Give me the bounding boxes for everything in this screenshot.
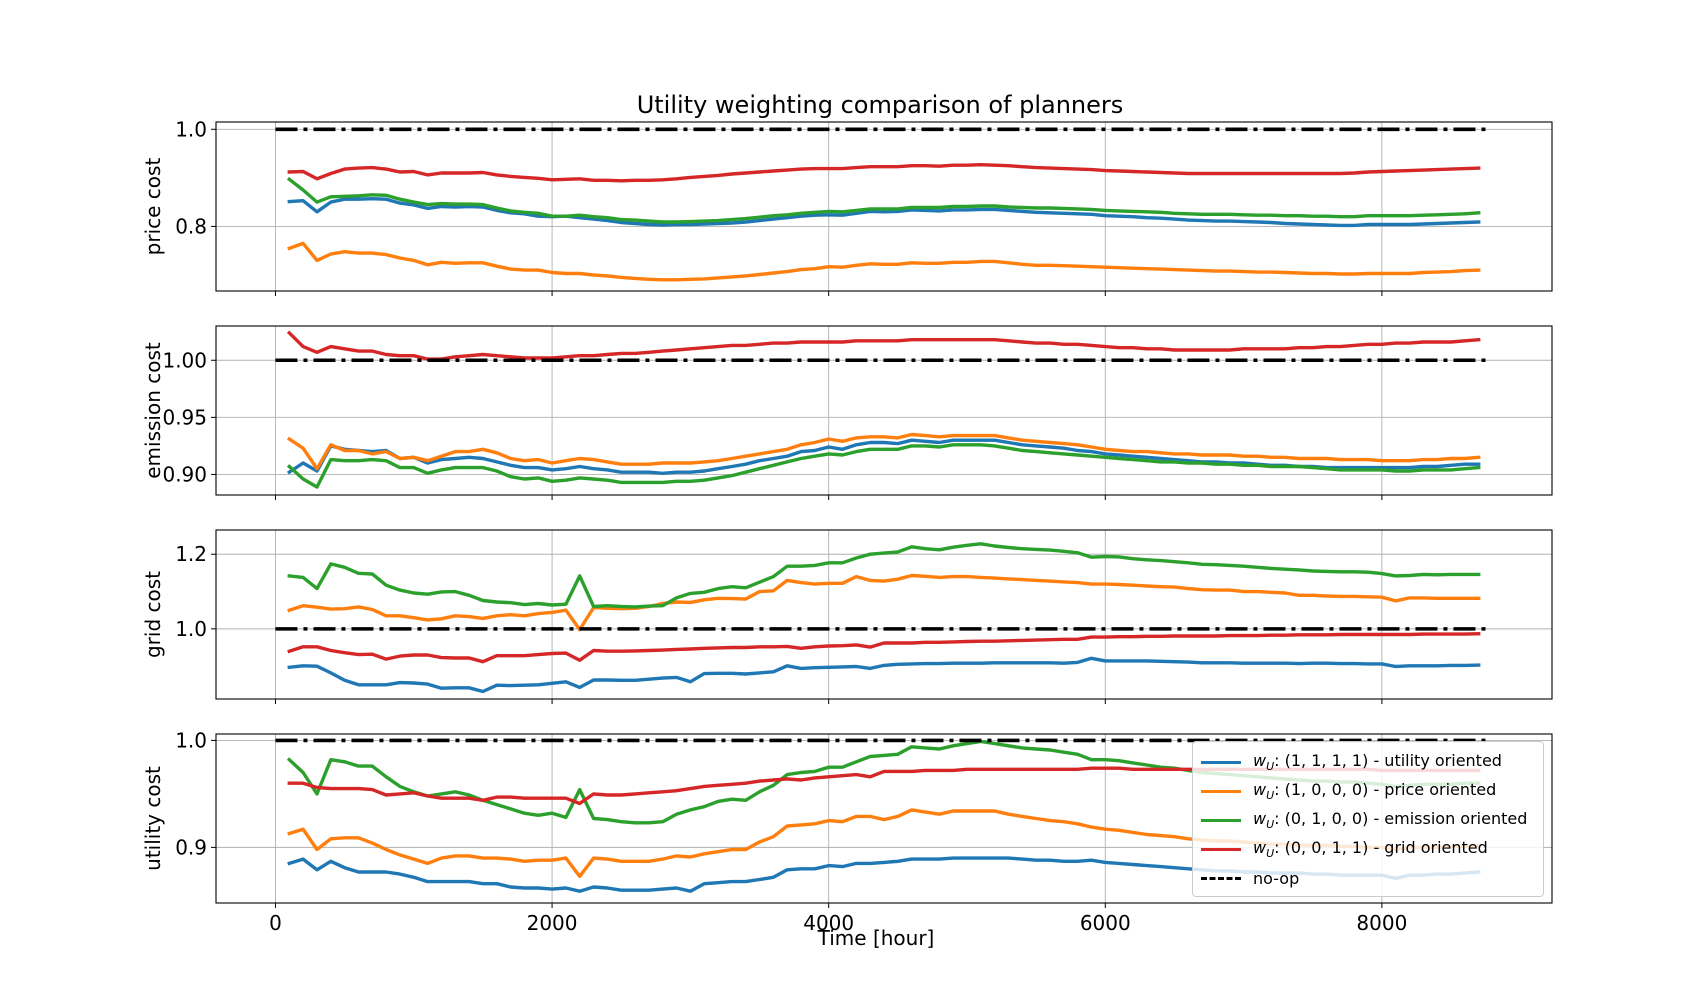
axes-frame — [215, 529, 1553, 700]
series-line-1 — [287, 656, 1481, 694]
series-line-3 — [286, 176, 1481, 224]
x-tick-label: 6000 — [1080, 911, 1131, 935]
legend-item: no-op — [1193, 864, 1299, 892]
legend-label: wU: (1, 1, 1, 1) - utility oriented — [1253, 750, 1502, 774]
panel-price-cost: 0.8 1.0 price cost — [141, 117, 1553, 296]
x-tick-label: 2000 — [527, 911, 578, 935]
series-line-4 — [287, 631, 1481, 664]
series-line-2 — [287, 573, 1481, 632]
series-line-2 — [287, 241, 1481, 282]
panel-grid-cost: 1.0 1.2 grid cost — [141, 529, 1553, 704]
y-tick-label: 1.2 — [175, 542, 207, 566]
legend-item: wU: (1, 1, 1, 1) - utility oriented — [1193, 748, 1502, 776]
legend-label: wU: (1, 0, 0, 0) - price oriented — [1253, 779, 1497, 803]
series-line-4 — [286, 330, 1481, 361]
x-axis-label: Time [hour] — [817, 926, 935, 950]
y-axis-label: grid cost — [141, 571, 165, 658]
legend-label: wU: (0, 0, 1, 1) - grid oriented — [1253, 837, 1488, 861]
series-line-3 — [286, 443, 1481, 489]
y-tick-label: 1.0 — [175, 117, 207, 141]
legend-label: wU: (0, 1, 0, 0) - emission oriented — [1253, 808, 1528, 832]
x-tick-label: 8000 — [1356, 911, 1407, 935]
series-line-2 — [286, 432, 1481, 471]
x-tick-label: 0 — [269, 911, 282, 935]
y-tick-label: 0.9 — [175, 835, 207, 859]
axes-frame — [215, 325, 1553, 496]
axes-frame — [215, 121, 1553, 292]
legend-item: wU: (1, 0, 0, 0) - price oriented — [1193, 777, 1496, 805]
series-line-1 — [287, 196, 1481, 228]
chart-title: Utility weighting comparison of planners — [637, 91, 1124, 119]
legend-swatch — [1201, 789, 1241, 793]
series-line-4 — [287, 162, 1481, 183]
y-tick-label: 0.95 — [162, 405, 207, 429]
series-line-3 — [287, 542, 1481, 609]
y-tick-label: 0.90 — [162, 462, 207, 486]
legend-swatch — [1201, 847, 1241, 851]
axes-frame — [215, 733, 1553, 904]
y-axis-label: emission cost — [141, 342, 165, 479]
chart-legend: wU: (1, 1, 1, 1) - utility oriented wU: (… — [1192, 741, 1544, 897]
legend-swatch — [1201, 876, 1241, 880]
y-tick-label: 1.0 — [175, 728, 207, 752]
y-axis-label: price cost — [141, 158, 165, 256]
legend-item: wU: (0, 1, 0, 0) - emission oriented — [1193, 806, 1527, 834]
legend-item: wU: (0, 0, 1, 1) - grid oriented — [1193, 835, 1488, 863]
legend-swatch — [1201, 760, 1241, 764]
legend-swatch — [1201, 818, 1241, 822]
y-axis-label: utility cost — [141, 766, 165, 871]
y-tick-label: 1.00 — [162, 348, 207, 372]
legend-label: no-op — [1253, 868, 1300, 888]
y-tick-label: 1.0 — [175, 617, 207, 641]
x-tick-label: 4000 — [803, 911, 854, 935]
y-tick-label: 0.8 — [175, 214, 207, 238]
